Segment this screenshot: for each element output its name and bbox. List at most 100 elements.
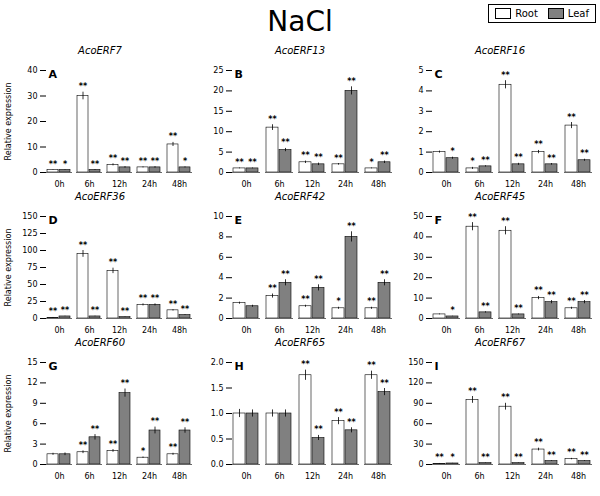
svg-text:12h: 12h <box>112 180 127 189</box>
svg-text:*: * <box>450 306 455 315</box>
svg-text:**: ** <box>151 157 160 166</box>
svg-text:48h: 48h <box>371 180 386 189</box>
svg-text:C: C <box>435 68 443 81</box>
svg-text:**: ** <box>109 440 118 449</box>
svg-text:10: 10 <box>213 212 223 221</box>
svg-text:50: 50 <box>27 280 37 289</box>
svg-text:**: ** <box>121 157 130 166</box>
svg-text:**: ** <box>334 154 343 163</box>
svg-text:**: ** <box>567 448 576 457</box>
svg-text:**: ** <box>49 160 58 169</box>
svg-text:12: 12 <box>27 378 37 387</box>
svg-text:48h: 48h <box>172 472 187 481</box>
svg-text:3: 3 <box>32 440 37 449</box>
svg-text:**: ** <box>281 270 290 279</box>
svg-text:24h: 24h <box>338 326 353 335</box>
svg-text:24h: 24h <box>142 180 157 189</box>
svg-text:**: ** <box>181 418 190 427</box>
svg-text:24h: 24h <box>538 472 553 481</box>
svg-text:150: 150 <box>22 212 37 221</box>
svg-text:**: ** <box>501 393 510 402</box>
svg-text:120: 120 <box>408 378 423 387</box>
svg-text:30: 30 <box>27 92 37 101</box>
svg-text:**: ** <box>534 140 543 149</box>
svg-text:8: 8 <box>218 232 223 241</box>
svg-text:0.5: 0.5 <box>211 435 224 444</box>
svg-text:3: 3 <box>418 107 423 116</box>
svg-text:E: E <box>235 214 243 227</box>
svg-text:**: ** <box>547 451 556 460</box>
svg-text:**: ** <box>481 302 490 311</box>
svg-text:12h: 12h <box>505 326 520 335</box>
svg-text:**: ** <box>91 425 100 434</box>
svg-text:**: ** <box>314 275 323 284</box>
svg-text:**: ** <box>139 157 148 166</box>
svg-text:**: ** <box>248 158 257 167</box>
svg-text:**: ** <box>334 408 343 417</box>
svg-text:**: ** <box>468 387 477 396</box>
svg-text:40: 40 <box>413 232 423 241</box>
svg-text:1.5: 1.5 <box>211 384 224 393</box>
svg-text:0h: 0h <box>441 326 451 335</box>
svg-text:24h: 24h <box>142 472 157 481</box>
svg-text:60: 60 <box>413 419 423 428</box>
svg-text:0h: 0h <box>54 180 64 189</box>
svg-text:6h: 6h <box>274 472 284 481</box>
svg-text:75: 75 <box>27 263 37 272</box>
svg-text:2: 2 <box>218 294 223 303</box>
svg-text:10: 10 <box>213 127 223 136</box>
svg-text:**: ** <box>169 300 178 309</box>
svg-text:6h: 6h <box>274 180 284 189</box>
svg-text:**: ** <box>514 453 523 462</box>
svg-text:**: ** <box>268 284 277 293</box>
svg-text:*: * <box>470 157 475 166</box>
svg-text:**: ** <box>468 213 477 222</box>
svg-text:30: 30 <box>413 253 423 262</box>
svg-text:2.0: 2.0 <box>211 358 224 367</box>
svg-text:**: ** <box>79 441 88 450</box>
svg-text:**: ** <box>79 82 88 91</box>
svg-text:**: ** <box>235 158 244 167</box>
svg-text:20: 20 <box>413 273 423 282</box>
svg-text:**: ** <box>49 307 58 316</box>
svg-text:**: ** <box>567 297 576 306</box>
svg-text:1: 1 <box>418 148 423 157</box>
svg-text:5: 5 <box>218 148 223 157</box>
svg-text:40: 40 <box>27 66 37 75</box>
svg-text:F: F <box>435 214 443 227</box>
svg-text:0: 0 <box>418 168 423 177</box>
svg-text:0h: 0h <box>54 472 64 481</box>
svg-text:9: 9 <box>32 399 37 408</box>
svg-text:12h: 12h <box>305 472 320 481</box>
svg-text:125: 125 <box>22 229 37 238</box>
svg-text:B: B <box>235 68 243 81</box>
svg-text:0: 0 <box>32 460 37 469</box>
svg-text:*: * <box>336 297 341 306</box>
svg-text:6h: 6h <box>84 180 94 189</box>
svg-text:6h: 6h <box>274 326 284 335</box>
svg-text:H: H <box>235 360 244 373</box>
svg-text:4: 4 <box>418 86 423 95</box>
svg-text:48h: 48h <box>571 472 586 481</box>
svg-text:24h: 24h <box>338 472 353 481</box>
svg-text:0: 0 <box>218 168 223 177</box>
svg-text:**: ** <box>481 453 490 462</box>
svg-text:**: ** <box>301 360 310 369</box>
svg-text:**: ** <box>91 306 100 315</box>
svg-text:10: 10 <box>27 143 37 152</box>
svg-text:D: D <box>49 214 58 227</box>
svg-text:48h: 48h <box>571 180 586 189</box>
svg-text:0: 0 <box>32 168 37 177</box>
svg-text:48h: 48h <box>371 472 386 481</box>
svg-text:**: ** <box>301 151 310 160</box>
svg-text:**: ** <box>547 154 556 163</box>
svg-text:0: 0 <box>418 314 423 323</box>
svg-text:30: 30 <box>413 440 423 449</box>
svg-text:12h: 12h <box>305 326 320 335</box>
svg-text:48h: 48h <box>172 326 187 335</box>
svg-text:**: ** <box>169 132 178 141</box>
svg-text:24h: 24h <box>538 326 553 335</box>
svg-text:2: 2 <box>418 127 423 136</box>
svg-text:0.0: 0.0 <box>211 460 224 469</box>
svg-text:24h: 24h <box>338 180 353 189</box>
